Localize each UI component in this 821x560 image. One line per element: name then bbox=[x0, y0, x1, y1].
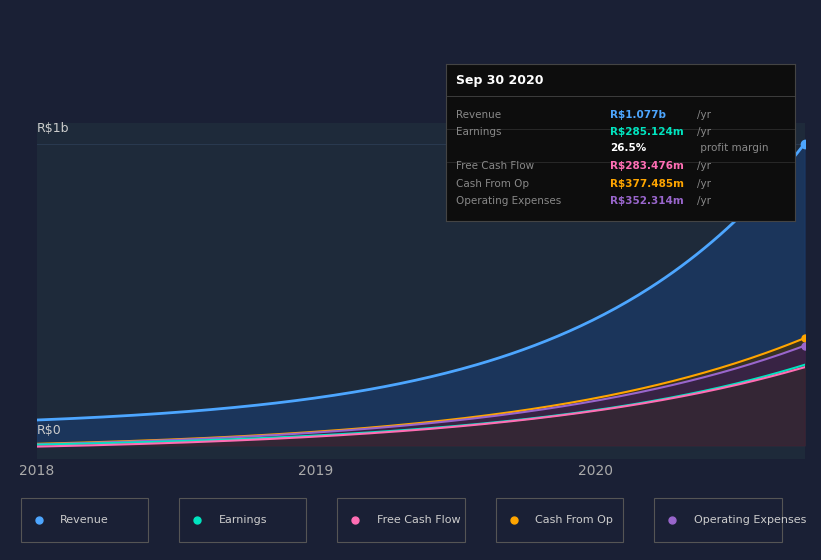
Text: Revenue: Revenue bbox=[456, 110, 502, 120]
Text: Operating Expenses: Operating Expenses bbox=[456, 196, 562, 206]
Text: Free Cash Flow: Free Cash Flow bbox=[377, 515, 461, 525]
Bar bbox=[654, 498, 782, 542]
Text: R$285.124m: R$285.124m bbox=[610, 127, 684, 137]
Bar bbox=[496, 498, 623, 542]
Text: /yr: /yr bbox=[697, 179, 711, 189]
Bar bbox=[337, 498, 465, 542]
Text: Cash From Op: Cash From Op bbox=[535, 515, 613, 525]
Text: Free Cash Flow: Free Cash Flow bbox=[456, 161, 534, 171]
Text: R$1.077b: R$1.077b bbox=[610, 110, 666, 120]
Text: /yr: /yr bbox=[697, 196, 711, 206]
Text: R$352.314m: R$352.314m bbox=[610, 196, 684, 206]
Text: /yr: /yr bbox=[697, 161, 711, 171]
Text: /yr: /yr bbox=[697, 127, 711, 137]
Text: R$0: R$0 bbox=[37, 424, 62, 437]
Text: 26.5%: 26.5% bbox=[610, 142, 646, 152]
Text: profit margin: profit margin bbox=[697, 142, 768, 152]
Text: R$377.485m: R$377.485m bbox=[610, 179, 684, 189]
Text: Sep 30 2020: Sep 30 2020 bbox=[456, 73, 544, 87]
Text: Operating Expenses: Operating Expenses bbox=[694, 515, 806, 525]
Bar bbox=[179, 498, 306, 542]
Text: Cash From Op: Cash From Op bbox=[456, 179, 530, 189]
Text: R$1b: R$1b bbox=[37, 122, 70, 134]
Text: Earnings: Earnings bbox=[218, 515, 267, 525]
Text: R$283.476m: R$283.476m bbox=[610, 161, 684, 171]
Bar bbox=[21, 498, 148, 542]
Text: /yr: /yr bbox=[697, 110, 711, 120]
Text: Earnings: Earnings bbox=[456, 127, 502, 137]
Text: Revenue: Revenue bbox=[60, 515, 108, 525]
